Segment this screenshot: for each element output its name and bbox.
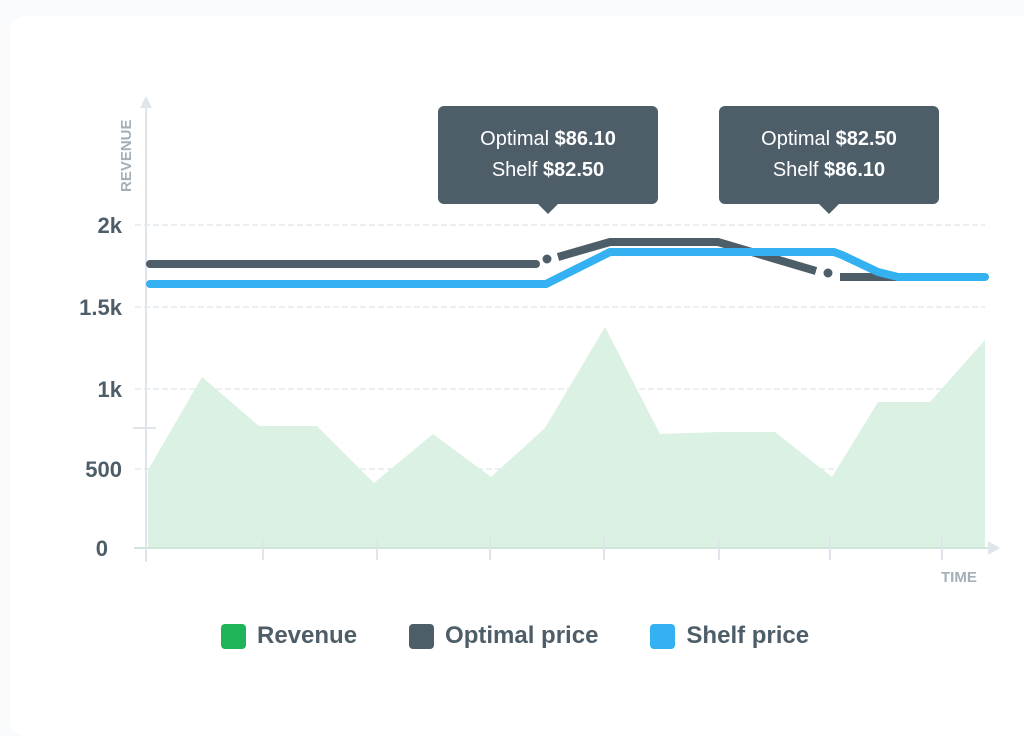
optimal-price-swatch-icon: [409, 623, 435, 649]
revenue-area: [148, 327, 985, 548]
y-tick-1k: 1k: [98, 377, 123, 402]
tooltip-shelf-row: Shelf $86.10: [719, 155, 939, 186]
optimal-marker[interactable]: [820, 265, 836, 281]
y-tick-2k: 2k: [98, 213, 123, 238]
optimal-price-line-segment: [556, 238, 818, 275]
legend-item-revenue[interactable]: Revenue: [221, 622, 357, 650]
legend-label: Revenue: [257, 622, 358, 649]
revenue-swatch-icon: [221, 623, 246, 649]
chart-legend: Revenue Optimal price Shelf price: [221, 622, 861, 650]
tooltip-optimal-label: Optimal: [761, 128, 831, 150]
tooltip-shelf-label: Shelf: [772, 159, 819, 181]
y-axis-title: REVENUE: [118, 119, 135, 192]
tooltip-shelf-value: $86.10: [823, 159, 886, 181]
legend-label: Shelf price: [686, 622, 810, 649]
y-tick-0: 0: [96, 536, 108, 561]
tooltip-optimal-label: Optimal: [480, 128, 550, 150]
tooltip-optimal-row: Optimal $82.50: [719, 124, 939, 155]
price-tooltip: Optimal $82.50 Shelf $86.10: [719, 106, 939, 214]
y-tick-500: 500: [85, 457, 122, 482]
tooltip-optimal-value: $82.50: [835, 128, 897, 150]
y-axis: [133, 96, 156, 562]
legend-item-optimal-price[interactable]: Optimal price: [409, 622, 598, 650]
x-axis-title: TIME: [941, 569, 977, 586]
price-tooltip: Optimal $86.10 Shelf $82.50: [438, 106, 658, 214]
tooltip-shelf-value: $82.50: [542, 159, 605, 181]
chart-plot: 2k 1.5k 1k 500 0 REVENUE TIME: [79, 96, 1000, 586]
shelf-price-swatch-icon: [650, 623, 676, 649]
tooltip-optimal-value: $86.10: [554, 128, 616, 150]
x-axis: [134, 538, 1000, 560]
legend-item-shelf-price[interactable]: Shelf price: [650, 622, 809, 650]
y-tick-1-5k: 1.5k: [79, 295, 123, 320]
tooltip-optimal-row: Optimal $86.10: [438, 124, 658, 155]
tooltip-shelf-row: Shelf $82.50: [438, 155, 658, 186]
tooltip-shelf-label: Shelf: [491, 159, 538, 181]
optimal-marker[interactable]: [539, 251, 555, 267]
legend-label: Optimal price: [445, 622, 599, 649]
shelf-price-line: [146, 248, 989, 288]
